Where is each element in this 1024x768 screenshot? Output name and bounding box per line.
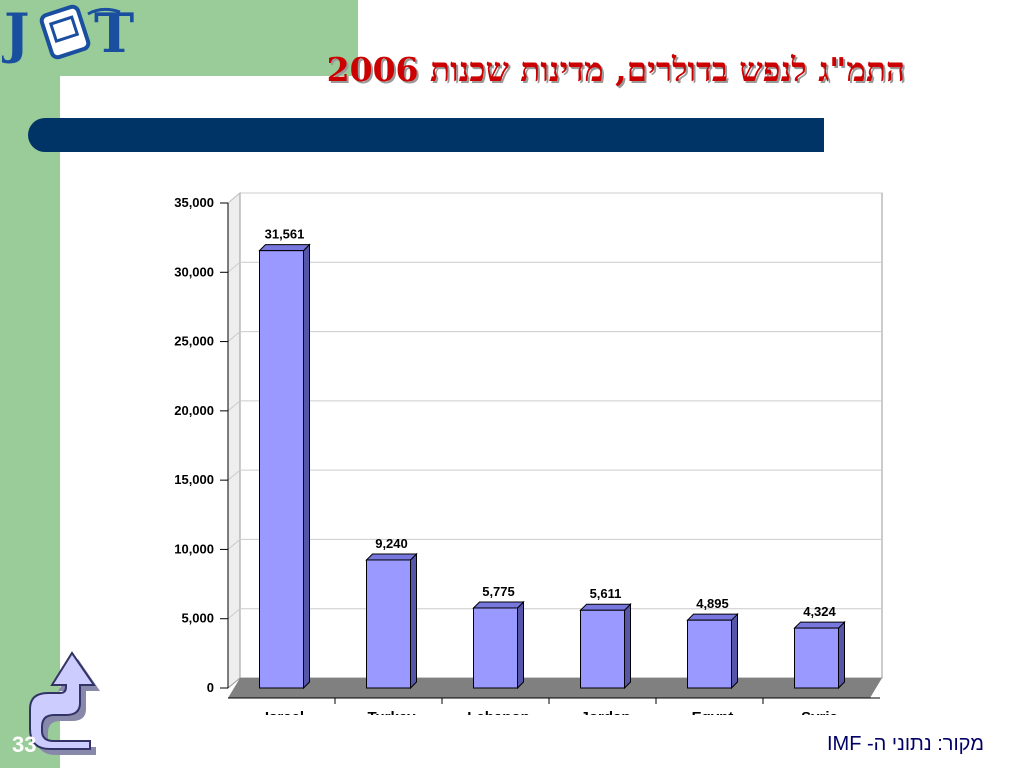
data-label: 31,561 bbox=[265, 227, 305, 242]
bar bbox=[366, 559, 411, 689]
gridline-side bbox=[227, 331, 241, 342]
x-tick-label: Syria bbox=[801, 709, 838, 715]
y-tick-label: 0 bbox=[207, 680, 214, 695]
data-label: 5,775 bbox=[482, 584, 515, 599]
bar-side bbox=[838, 620, 845, 690]
gridline-side bbox=[227, 469, 241, 481]
data-label: 5,611 bbox=[590, 586, 622, 601]
bar-top bbox=[579, 603, 632, 611]
gridline-side bbox=[227, 192, 241, 204]
page-title: התמ"ג לנפש בדולרים, מדינות שכנות 2006 bbox=[326, 50, 905, 89]
bar-top bbox=[258, 244, 311, 252]
plot-back-wall bbox=[239, 192, 883, 679]
bar-side bbox=[517, 600, 524, 690]
title-underline-bar bbox=[28, 118, 824, 152]
bar-chart: 0 5,000 10,000 15,000 20,000 25,000 30,000 35,0… bbox=[174, 191, 883, 715]
x-tick-label: Lebanon bbox=[467, 709, 530, 715]
bar bbox=[794, 627, 839, 689]
y-tick-label: 30,000 bbox=[174, 264, 214, 279]
source-note: מקור: נתוני ה- IMF bbox=[827, 733, 984, 755]
gridline-side bbox=[227, 261, 241, 273]
bar bbox=[687, 619, 732, 689]
bar-side bbox=[731, 612, 738, 690]
gridline-side bbox=[227, 400, 241, 412]
bar-top bbox=[793, 621, 846, 629]
y-tick-label: 25,000 bbox=[174, 334, 214, 349]
y-tick-label: 20,000 bbox=[174, 403, 214, 418]
x-tick-label: Turkey bbox=[367, 709, 416, 715]
jct-logo: J T bbox=[2, 1, 134, 64]
bar bbox=[580, 609, 625, 689]
bar-side bbox=[624, 603, 631, 690]
x-tick-label: Jordan bbox=[580, 709, 630, 715]
return-arrow-icon[interactable] bbox=[14, 645, 104, 755]
y-tick-label: 10,000 bbox=[174, 541, 214, 556]
x-tick-label: Egypt bbox=[692, 709, 734, 715]
data-label: 4,324 bbox=[803, 604, 836, 619]
bar-top bbox=[365, 553, 418, 561]
y-tick-label: 15,000 bbox=[174, 472, 214, 487]
plot-floor bbox=[228, 678, 882, 698]
bar-side bbox=[303, 243, 310, 690]
bar bbox=[259, 250, 304, 689]
data-label: 4,895 bbox=[696, 596, 729, 611]
gridline-side bbox=[227, 539, 241, 550]
bar-top bbox=[472, 601, 525, 609]
svg-text:J: J bbox=[2, 1, 30, 64]
bar bbox=[473, 607, 518, 689]
bar-side bbox=[410, 552, 417, 690]
data-label: 9,240 bbox=[375, 536, 408, 551]
x-tick-label: Israel bbox=[265, 709, 304, 715]
y-tick-label: 5,000 bbox=[181, 611, 214, 626]
bar-top bbox=[686, 613, 739, 621]
y-tick-label: 35,000 bbox=[174, 195, 214, 210]
gridline-side bbox=[227, 608, 241, 620]
slide-number: 33 bbox=[12, 732, 37, 757]
